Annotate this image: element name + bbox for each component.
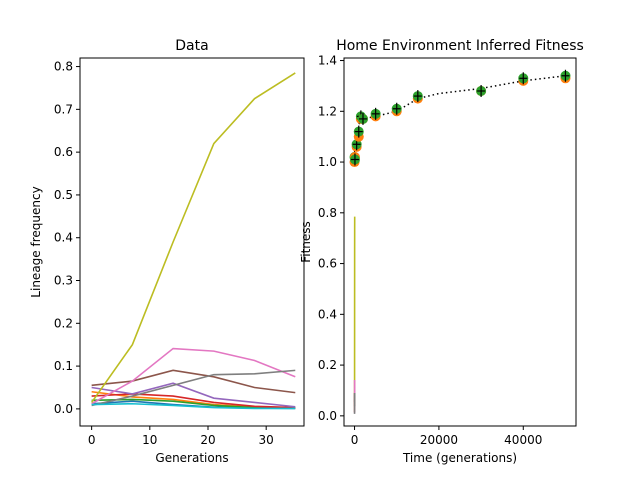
y-tick-label: 0.2 [318,358,337,372]
y-tick-label: 0.2 [54,316,73,330]
y-tick-label: 1.0 [318,155,337,169]
x-tick-label: 30 [259,433,274,447]
left-chart-axes-frame [79,57,305,427]
y-tick-label: 1.4 [318,54,337,68]
y-tick-label: 0.6 [54,145,73,159]
y-tick-label: 0.8 [318,206,337,220]
series-line-3 [91,393,296,409]
y-tick-label: 0.7 [54,102,73,116]
y-tick-label: 0.4 [54,231,73,245]
right-chart-x-axis-label: Time (generations) [402,451,517,465]
left-chart: Data 0 10 20 30 0.0 0.1 0.2 0.3 0.4 0.5 0.6 0.7 0.8… [29,38,305,465]
left-chart-y-axis-label: Lineage frequency [29,186,43,297]
right-chart-title: Home Environment Inferred Fitness [336,38,584,54]
right-chart: Home Environment Inferred Fitness 0 20000… [299,38,584,465]
x-tick-label: 20000 [420,433,458,447]
x-tick-label: 0 [351,433,359,447]
series-line-7 [91,369,296,407]
y-tick-label: 1.2 [318,104,337,118]
right-chart-fit-line-group [358,75,566,125]
series-line-4 [91,382,296,408]
right-chart-x-ticks: 0 20000 40000 [351,426,542,447]
y-tick-label: 0.6 [318,257,337,271]
y-tick-label: 0.8 [54,60,73,74]
left-chart-y-ticks: 0.0 0.1 0.2 0.3 0.4 0.5 0.6 0.7 0.8 [54,60,80,416]
right-chart-points-group [349,69,571,168]
y-tick-label: 0.5 [54,188,73,202]
right-chart-y-axis-label: Fitness [299,221,313,263]
y-tick-label: 0.1 [54,359,73,373]
y-tick-label: 0.4 [318,307,337,321]
left-chart-title: Data [175,38,208,54]
x-tick-label: 20 [200,433,215,447]
right-chart-y-ticks: 0.0 0.2 0.4 0.6 0.8 1.0 1.2 1.4 [318,54,344,423]
left-chart-x-axis-label: Generations [155,451,228,465]
y-tick-label: 0.0 [318,409,337,423]
y-tick-label: 0.3 [54,274,73,288]
left-chart-x-ticks: 0 10 20 30 [88,426,274,447]
series-line-9 [91,402,296,410]
left-chart-series-group [90,72,296,410]
series-line-6 [91,347,296,405]
x-tick-label: 10 [142,433,157,447]
x-tick-label: 40000 [504,433,542,447]
fit-line [358,75,566,125]
right-chart-axes-frame [343,57,577,427]
y-tick-label: 0.0 [54,402,73,416]
series-line-5 [91,369,296,394]
x-tick-label: 0 [88,433,96,447]
series-line-8 [90,72,296,403]
